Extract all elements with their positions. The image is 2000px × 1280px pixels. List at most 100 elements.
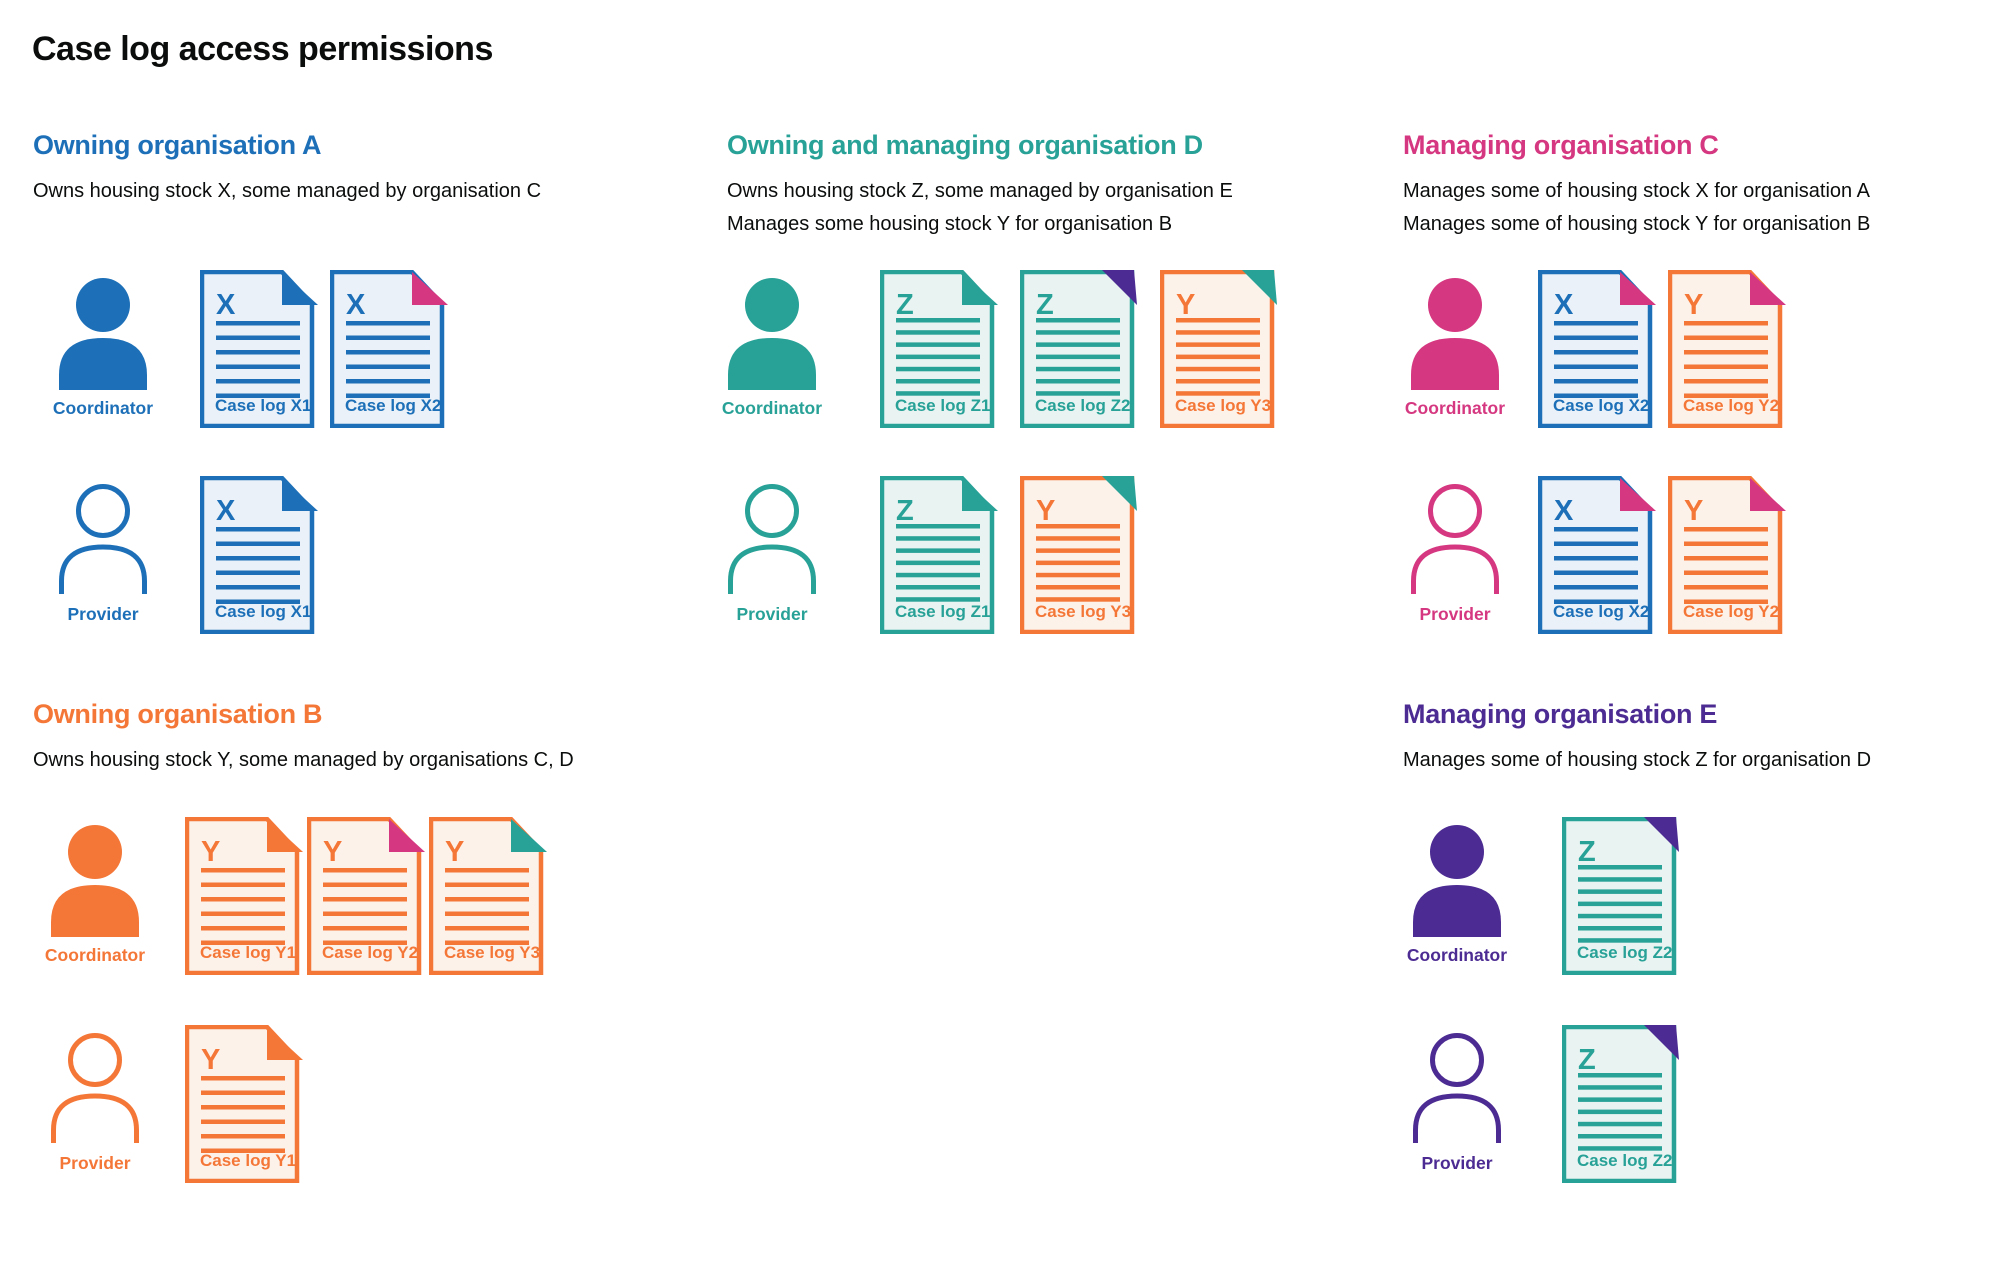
corner-fold-icon (267, 1027, 303, 1060)
coordinator-person-icon (59, 278, 147, 390)
corner-fold-icon (1644, 1025, 1679, 1060)
coordinator-person-icon (1411, 278, 1499, 390)
page-title: Case log access permissions (32, 30, 493, 68)
corner-fold-icon (267, 819, 303, 852)
case-log-document: X Case log X1 (200, 476, 320, 634)
role-label: Provider (67, 604, 139, 624)
provider-figure: Provider (1402, 1033, 1512, 1174)
case-log-document: Y Case log Y1 (185, 817, 305, 975)
corner-fold-icon (1102, 476, 1137, 511)
doc-letter: Y (201, 1044, 220, 1076)
doc-label: Case log Z1 (895, 396, 990, 415)
role-label: Coordinator (1404, 398, 1506, 418)
doc-letter: Y (1684, 289, 1703, 321)
corner-fold-icon (1750, 478, 1786, 511)
case-log-document: Z Case log Z1 (880, 476, 1000, 634)
doc-label: Case log X2 (1553, 396, 1649, 415)
section-description: Owns housing stock Y, some managed by or… (33, 749, 574, 771)
corner-fold-icon (1242, 270, 1277, 305)
role-label: Provider (59, 1153, 131, 1173)
coordinator-figure: Coordinator (40, 825, 150, 966)
section-description: Owns housing stock X, some managed by or… (33, 180, 542, 202)
corner-fold-icon (1750, 272, 1786, 305)
coordinator-figure: Coordinator (48, 278, 158, 419)
doc-letter: X (346, 289, 366, 321)
case-log-doc-icon: X Case log X1 (200, 270, 318, 428)
doc-letter: Z (1036, 289, 1054, 321)
section-heading: Owning organisation B (33, 699, 323, 729)
case-log-doc-icon: Y Case log Y3 (1020, 476, 1137, 634)
doc-label: Case log Z1 (895, 602, 990, 621)
case-log-doc-icon: X Case log X2 (1538, 476, 1656, 634)
case-log-document: Y Case log Y2 (1668, 476, 1788, 634)
corner-fold-icon (511, 819, 547, 852)
case-log-document: Z Case log Z2 (1562, 1025, 1682, 1183)
provider-figure: Provider (1400, 484, 1510, 625)
doc-letter: Y (445, 836, 464, 868)
provider-person-icon (59, 484, 147, 594)
provider-person-icon (51, 1033, 139, 1143)
case-log-doc-icon: X Case log X2 (330, 270, 448, 428)
case-log-document: Y Case log Y3 (1020, 476, 1140, 634)
doc-label: Case log X1 (215, 602, 311, 621)
doc-letter: X (1554, 495, 1574, 527)
case-log-doc-icon: Z Case log Z1 (880, 476, 998, 634)
case-log-doc-icon: Y Case log Y3 (429, 817, 547, 975)
role-label: Provider (736, 604, 808, 624)
doc-label: Case log Y3 (1175, 396, 1271, 415)
section-description: Manages some of housing stock Z for orga… (1403, 749, 1872, 771)
corner-fold-icon (1644, 817, 1679, 852)
doc-letter: Y (1176, 289, 1195, 321)
provider-figure: Provider (40, 1033, 150, 1174)
provider-person-icon (1413, 1033, 1501, 1143)
case-log-doc-icon: X Case log X2 (1538, 270, 1656, 428)
provider-person-icon (728, 484, 816, 594)
doc-letter: Z (1578, 836, 1596, 868)
case-log-doc-icon: Y Case log Y3 (1160, 270, 1277, 428)
coordinator-figure: Coordinator (1400, 278, 1510, 419)
role-label: Provider (1421, 1153, 1493, 1173)
case-log-document: Y Case log Y3 (1160, 270, 1280, 428)
doc-label: Case log X2 (1553, 602, 1649, 621)
doc-label: Case log Z2 (1035, 396, 1130, 415)
doc-label: Case log X1 (215, 396, 311, 415)
role-label: Provider (1419, 604, 1491, 624)
case-log-doc-icon: Z Case log Z2 (1562, 817, 1679, 975)
corner-fold-icon (412, 272, 448, 305)
case-log-doc-icon: X Case log X1 (200, 476, 318, 634)
section-heading: Owning organisation A (33, 130, 322, 160)
case-log-document: X Case log X1 (200, 270, 320, 428)
role-label: Coordinator (52, 398, 154, 418)
doc-label: Case log Y1 (200, 943, 296, 962)
doc-letter: Z (1578, 1044, 1596, 1076)
case-log-document: Y Case log Y2 (1668, 270, 1788, 428)
case-log-document: Y Case log Y2 (307, 817, 427, 975)
corner-fold-icon (962, 478, 998, 511)
doc-letter: Y (201, 836, 220, 868)
doc-label: Case log Y3 (1035, 602, 1131, 621)
doc-label: Case log Z2 (1577, 943, 1672, 962)
corner-fold-icon (1102, 270, 1137, 305)
case-log-document: Y Case log Y3 (429, 817, 549, 975)
case-log-document: Y Case log Y1 (185, 1025, 305, 1183)
case-log-document: Z Case log Z1 (880, 270, 1000, 428)
doc-letter: X (1554, 289, 1574, 321)
provider-figure: Provider (717, 484, 827, 625)
corner-fold-icon (1620, 478, 1656, 511)
doc-letter: X (216, 289, 236, 321)
doc-label: Case log Y2 (322, 943, 418, 962)
case-log-doc-icon: Y Case log Y2 (1668, 476, 1786, 634)
role-label: Coordinator (1406, 945, 1508, 965)
doc-letter: Y (1684, 495, 1703, 527)
role-label: Coordinator (44, 945, 146, 965)
case-log-doc-icon: Y Case log Y1 (185, 817, 303, 975)
case-log-document: Z Case log Z2 (1020, 270, 1140, 428)
coordinator-person-icon (728, 278, 816, 390)
case-log-doc-icon: Z Case log Z1 (880, 270, 998, 428)
coordinator-person-icon (51, 825, 139, 937)
section-heading: Managing organisation C (1403, 130, 1719, 160)
case-log-doc-icon: Y Case log Y1 (185, 1025, 303, 1183)
case-log-document: X Case log X2 (1538, 270, 1658, 428)
doc-label: Case log Y3 (444, 943, 540, 962)
